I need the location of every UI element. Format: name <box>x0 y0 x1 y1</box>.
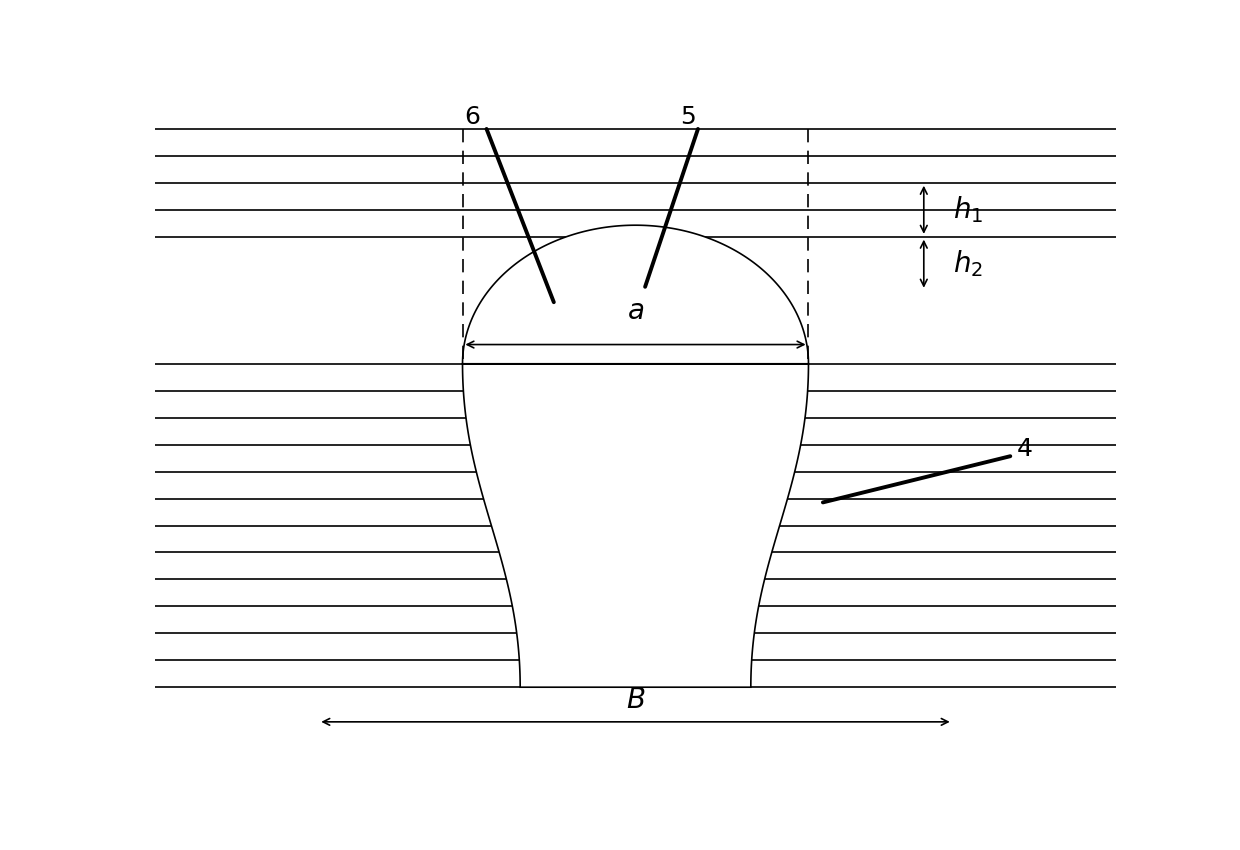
Text: $h_1$: $h_1$ <box>952 195 983 225</box>
Text: $a$: $a$ <box>627 298 644 326</box>
Text: 6: 6 <box>464 105 480 129</box>
Polygon shape <box>463 225 808 687</box>
Text: $B$: $B$ <box>626 686 645 714</box>
Text: $h_2$: $h_2$ <box>952 248 982 279</box>
Text: 5: 5 <box>681 105 696 129</box>
Text: 4: 4 <box>1017 437 1033 461</box>
